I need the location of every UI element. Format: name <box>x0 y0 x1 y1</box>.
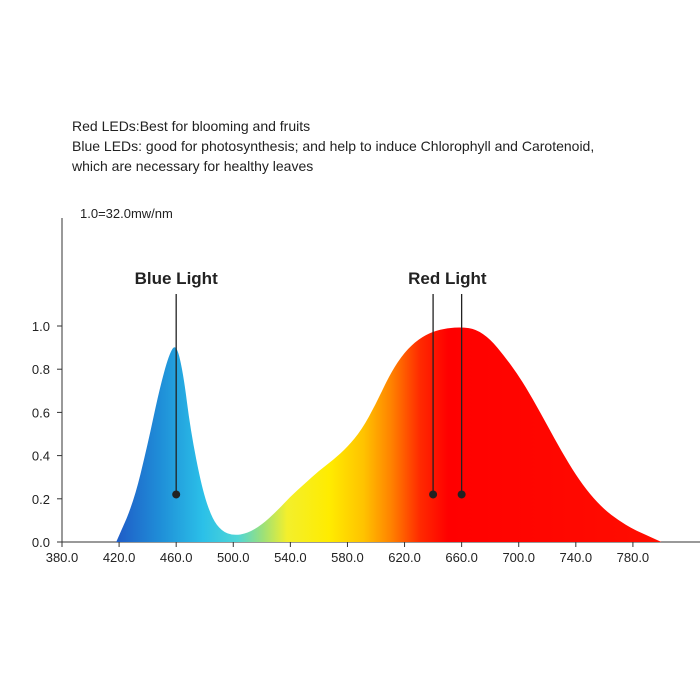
x-tick-label: 380.0 <box>46 550 79 565</box>
spectrum-area <box>116 327 662 542</box>
legend-notes: Red LEDs:Best for blooming and fruits Bl… <box>72 116 594 176</box>
y-tick-label: 0.0 <box>32 535 50 550</box>
x-tick-label: 660.0 <box>445 550 478 565</box>
callout-label: Red Light <box>408 269 487 288</box>
x-tick-label: 540.0 <box>274 550 307 565</box>
x-tick-label: 420.0 <box>103 550 136 565</box>
callout-label: Blue Light <box>135 269 218 288</box>
x-tick-label: 620.0 <box>388 550 421 565</box>
y-tick-label: 0.2 <box>32 492 50 507</box>
annotation-layer: Blue Light Red Light <box>135 269 487 499</box>
note-blue-leds: Blue LEDs: good for photosynthesis; and … <box>72 138 595 154</box>
x-tick-label: 500.0 <box>217 550 250 565</box>
callout-dot <box>457 490 466 499</box>
y-tick-label: 0.4 <box>32 449 50 464</box>
x-tick-label: 740.0 <box>560 550 593 565</box>
y-tick-label: 0.8 <box>32 362 50 377</box>
x-tick-label: 460.0 <box>160 550 193 565</box>
callout-dot <box>172 490 181 499</box>
y-tick-label: 0.6 <box>32 405 50 420</box>
x-tick-label: 780.0 <box>617 550 650 565</box>
area-layer <box>116 327 662 542</box>
unit-note: 1.0=32.0mw/nm <box>80 206 173 221</box>
callout-dot <box>429 490 438 499</box>
note-blue-leds-continued: which are necessary for healthy leaves <box>72 158 314 174</box>
x-tick-label: 580.0 <box>331 550 364 565</box>
tick-layer: 380.0 420.0 460.0 500.0 540.0 580.0 620.0 660.0… <box>32 319 649 565</box>
x-tick-label: 700.0 <box>502 550 535 565</box>
note-red-leds: Red LEDs:Best for blooming and fruits <box>72 118 311 134</box>
y-tick-label: 1.0 <box>32 319 50 334</box>
